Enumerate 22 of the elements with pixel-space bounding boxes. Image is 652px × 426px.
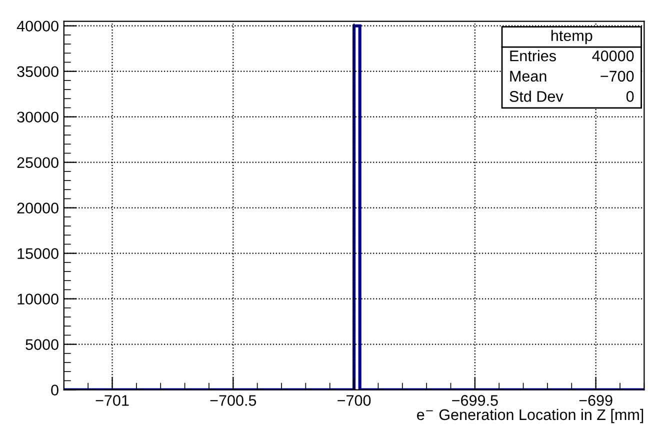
annotation: 40000 [592, 50, 634, 62]
x-tick-label: −699 [579, 395, 612, 406]
annotation: Mean [510, 70, 546, 82]
x-tick-label: −699.5 [452, 395, 498, 406]
y-tick-label: 0 [51, 384, 58, 396]
annotation: Entries [510, 50, 556, 62]
y-tick-label: 20000 [17, 202, 58, 214]
y-tick-label: 30000 [17, 112, 58, 123]
y-tick-label: 25000 [17, 157, 58, 168]
y-tick-label: 15000 [18, 248, 58, 259]
y-tick-label: 5000 [26, 339, 58, 350]
y-tick-label: 35000 [17, 66, 58, 78]
annotation: 0 [626, 91, 634, 102]
annotation: htemp [551, 30, 592, 44]
x-tick-label: −700.5 [210, 395, 256, 406]
annotation: −700 [600, 70, 634, 82]
x-tick-label: −701 [96, 395, 129, 406]
y-tick-label: 40000 [16, 20, 58, 32]
y-tick-label: 10000 [18, 294, 58, 304]
x-axis-title: e$^{−}$ Generation Location in Z [mm] [417, 408, 644, 424]
x-tick-label: −700 [338, 395, 371, 406]
annotation: Std Dev [510, 90, 564, 102]
